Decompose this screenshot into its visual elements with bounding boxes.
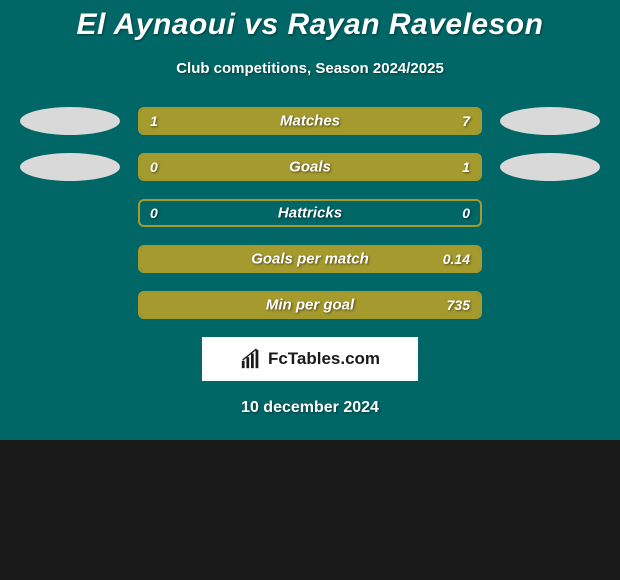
date-text: 10 december 2024 bbox=[0, 399, 620, 417]
comparison-card: El Aynaoui vs Rayan Raveleson Club compe… bbox=[0, 0, 620, 440]
stat-row: Goals per match0.14 bbox=[0, 245, 620, 273]
stat-value-left: 1 bbox=[150, 113, 158, 129]
stat-row: Hattricks0 0 bbox=[0, 199, 620, 227]
stat-value-right: 0 bbox=[462, 205, 470, 221]
stat-label: Goals bbox=[140, 159, 480, 176]
stat-bar: Matches1 7 bbox=[138, 107, 482, 135]
stat-label: Min per goal bbox=[140, 297, 480, 314]
stat-row: Goals0 1 bbox=[0, 153, 620, 181]
page-title: El Aynaoui vs Rayan Raveleson bbox=[0, 8, 620, 42]
subtitle: Club competitions, Season 2024/2025 bbox=[0, 60, 620, 77]
badge-spacer bbox=[500, 199, 600, 227]
stat-value-right: 7 bbox=[462, 113, 470, 129]
stat-value-right: 0.14 bbox=[443, 251, 470, 267]
player-badge-left bbox=[20, 107, 120, 135]
stat-bar: Goals0 1 bbox=[138, 153, 482, 181]
player-badge-right bbox=[500, 107, 600, 135]
stat-label: Hattricks bbox=[140, 205, 480, 222]
badge-spacer bbox=[20, 291, 120, 319]
stat-bar: Hattricks0 0 bbox=[138, 199, 482, 227]
badge-spacer bbox=[500, 245, 600, 273]
stat-value-left: 0 bbox=[150, 205, 158, 221]
brand-box[interactable]: FcTables.com bbox=[202, 337, 418, 381]
stat-value-left: 0 bbox=[150, 159, 158, 175]
stat-bar: Min per goal735 bbox=[138, 291, 482, 319]
stat-bar: Goals per match0.14 bbox=[138, 245, 482, 273]
brand-text: FcTables.com bbox=[268, 349, 380, 369]
player-badge-right bbox=[500, 153, 600, 181]
stat-value-right: 1 bbox=[462, 159, 470, 175]
badge-spacer bbox=[20, 199, 120, 227]
stat-label: Goals per match bbox=[140, 251, 480, 268]
player-badge-left bbox=[20, 153, 120, 181]
badge-spacer bbox=[20, 245, 120, 273]
badge-spacer bbox=[500, 291, 600, 319]
stat-value-right: 735 bbox=[447, 297, 470, 313]
chart-icon bbox=[240, 348, 262, 370]
stat-label: Matches bbox=[140, 113, 480, 130]
stat-row: Min per goal735 bbox=[0, 291, 620, 319]
stat-row: Matches1 7 bbox=[0, 107, 620, 135]
stats-rows: Matches17Goals01Hattricks00Goals per mat… bbox=[0, 107, 620, 319]
